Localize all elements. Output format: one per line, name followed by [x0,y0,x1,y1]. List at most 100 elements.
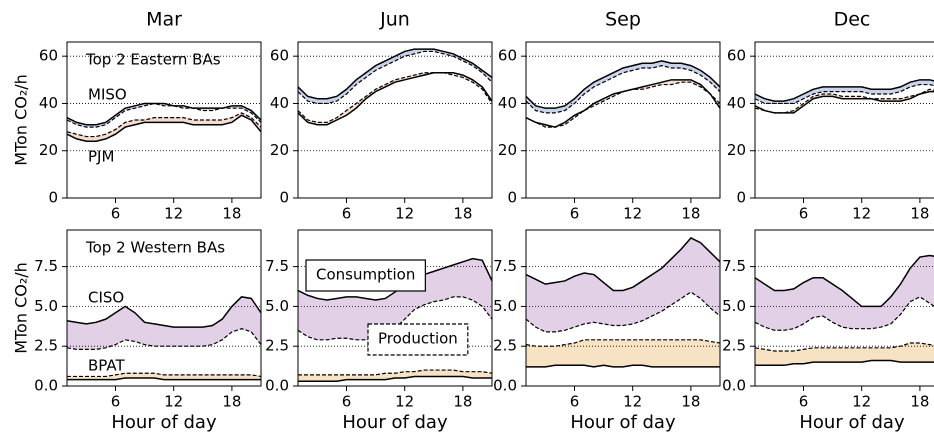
plot-area [526,60,720,128]
consumption-line [298,71,492,126]
y-tick-label: 60 [270,47,289,65]
consumption-line [526,364,720,368]
y-tick-label: 2.5 [722,337,746,355]
y-tick-label: 2.5 [34,337,58,355]
area-band [298,370,492,382]
y-tick-label: 60 [498,47,517,65]
area-band [755,79,934,104]
x-tick-label: 12 [852,205,871,223]
y-tick-label: 7.5 [34,257,58,275]
y-tick-label: 5.0 [493,297,517,315]
y-tick-label: 0.0 [722,377,746,395]
plot-area [67,296,261,381]
axes-frame [66,41,262,199]
series-label: MISO [88,86,127,104]
production-line [526,291,720,333]
y-tick-label: 0 [736,189,746,207]
production-line [526,65,720,114]
consumption-line [298,257,492,301]
y-tick-label: 60 [727,47,746,65]
production-line [755,88,934,114]
y-axis-label: MTon CO₂/h [12,262,31,354]
series-label: CISO [88,289,124,307]
legend-consumption-box [305,259,426,292]
axes-frame [297,41,493,199]
x-tick-label: 6 [342,205,352,223]
x-axis-label: Hour of day [111,412,217,433]
y-tick-label: 2.5 [265,337,289,355]
production-line [526,339,720,347]
plot-area [755,254,934,367]
plot-area [298,48,492,126]
x-tick-label: 18 [910,393,929,411]
area-band [67,103,261,128]
x-tick-label: 12 [852,393,871,411]
y-tick-label: 7.5 [722,257,746,275]
x-axis-label: Hour of day [799,412,905,433]
y-tick-label: 40 [727,94,746,112]
consumption-line [755,90,934,114]
area-band [755,343,934,366]
area-band [67,296,261,350]
production-line [298,50,492,105]
y-tick-label: 20 [270,141,289,159]
x-tick-label: 6 [799,393,809,411]
y-tick-label: 7.5 [493,257,517,275]
production-line [298,72,492,123]
consumption-line [67,296,261,328]
legend-consumption: Consumption [316,266,415,284]
x-tick-label: 12 [395,205,414,223]
y-tick-label: 0.0 [34,377,58,395]
panel-title: Jun [379,9,410,31]
axes-frame [525,41,721,199]
x-tick-label: 12 [623,205,642,223]
plot-area [67,102,261,143]
production-line [67,112,261,138]
axes-frame [66,229,262,387]
production-line [67,102,261,128]
production-line [755,83,934,105]
production-line [526,81,720,128]
y-tick-label: 60 [39,47,58,65]
area-band [298,72,492,125]
consumption-line [755,254,934,308]
production-line [298,369,492,376]
plot-area [755,79,934,114]
x-tick-label: 18 [222,393,241,411]
y-tick-label: 2.5 [493,337,517,355]
x-axis-label: Hour of day [570,412,676,433]
axes-frame [297,229,493,387]
area-band [526,237,720,332]
area-band [526,60,720,113]
x-tick-label: 18 [453,393,472,411]
series-label: PJM [88,148,114,166]
y-tick-label: 40 [270,94,289,112]
production-line [755,342,934,352]
panel-note: Top 2 Western BAs [85,239,225,257]
x-tick-label: 6 [799,205,809,223]
area-band [298,258,492,340]
consumption-line [298,375,492,382]
x-tick-label: 6 [111,393,121,411]
x-tick-label: 6 [570,393,580,411]
x-tick-label: 18 [681,205,700,223]
y-tick-label: 0.0 [265,377,289,395]
consumption-line [755,359,934,367]
x-tick-label: 12 [164,393,183,411]
production-line [67,372,261,378]
consumption-line [526,237,720,292]
x-tick-label: 12 [623,393,642,411]
axes-frame [754,41,934,199]
legend-production-box [367,323,469,356]
y-tick-label: 40 [39,94,58,112]
y-tick-label: 0 [279,189,289,207]
plot-area [298,257,492,382]
y-axis-label: MTon CO₂/h [12,74,31,166]
area-band [526,339,720,367]
consumption-line [526,60,720,109]
y-tick-label: 20 [498,141,517,159]
axes-frame [525,229,721,387]
plot-area [526,237,720,368]
y-tick-label: 5.0 [722,297,746,315]
